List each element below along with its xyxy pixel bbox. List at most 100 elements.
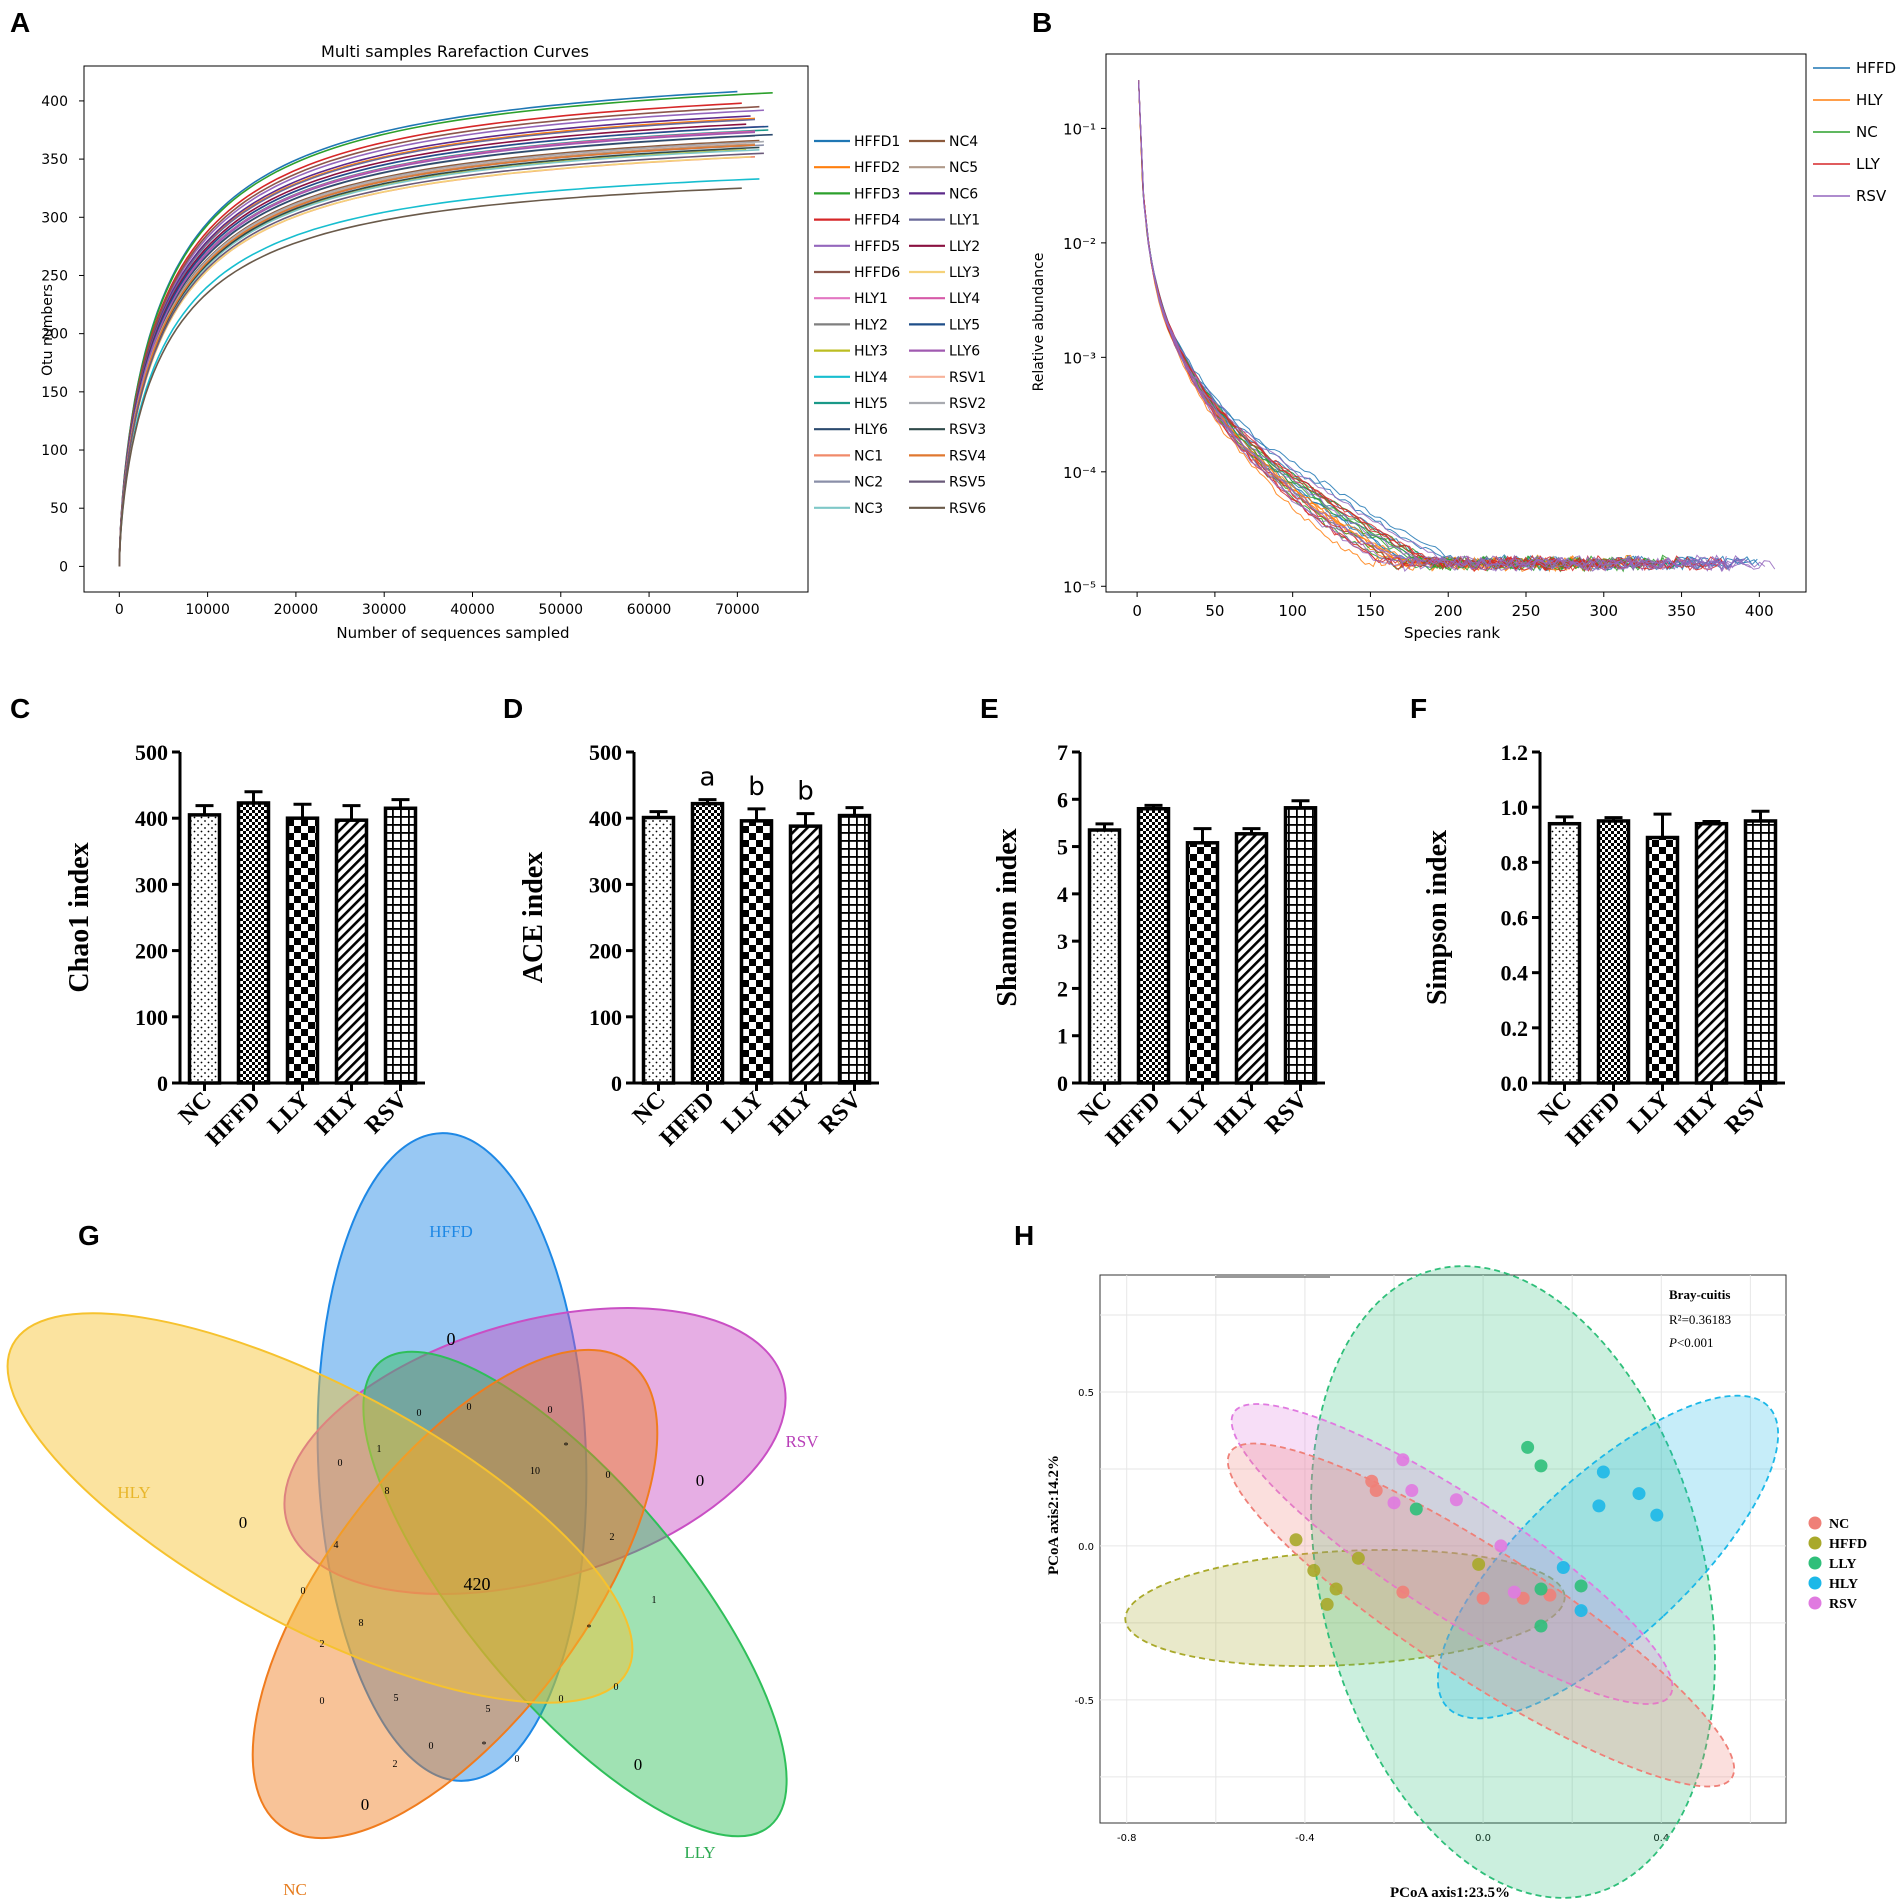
pcoa-ellipse-hffd [1124, 1549, 1566, 1667]
chao1-y-tick-label: 0 [157, 1071, 168, 1096]
chao1-y-tick-label: 500 [135, 740, 168, 765]
rank-abundance-curve-hly [1138, 84, 1640, 572]
venn-set-label-rsv: RSV [785, 1432, 819, 1451]
rarefaction-legend-label: RSV5 [949, 475, 986, 491]
rarefaction-curve-hly6 [118, 133, 773, 567]
simpson-y-tick-label: 0.2 [1501, 1016, 1529, 1041]
chao1-y-label: Chao1 index [64, 842, 95, 992]
ace-y-tick-label: 300 [589, 872, 622, 897]
chao1-y-tick-label: 200 [135, 939, 168, 964]
simpson-y-label: Simpson index [1422, 830, 1453, 1005]
rarefaction-curve-rsv2 [118, 140, 764, 567]
rank-abundance-curve-hffd [1138, 84, 1743, 571]
venn-region-count: 8 [385, 1486, 390, 1497]
chao1-bar-hffd [236, 801, 271, 1085]
pcoa-x-tick-label: 0.4 [1653, 1833, 1669, 1844]
rank-abundance-legend-label: HFFD [1856, 59, 1896, 77]
rarefaction-x-tick-label: 60000 [627, 602, 672, 618]
pcoa-point-hffd [1351, 1551, 1365, 1565]
panel-label-a: A [10, 7, 30, 38]
rank-abundance-curve-nc [1138, 81, 1696, 571]
rarefaction-legend-label: NC6 [949, 186, 978, 202]
pcoa-y-tick-label: -0.5 [1074, 1696, 1094, 1707]
ace-significance-label: a [700, 763, 716, 793]
pcoa-point-lly [1409, 1502, 1423, 1516]
panel-label-c: C [10, 693, 30, 724]
shannon-bar-rsv [1283, 806, 1318, 1085]
rank-abundance-curve-hly [1138, 82, 1591, 572]
pcoa-point-hly [1650, 1508, 1664, 1522]
chao1-y-tick-label: 300 [135, 872, 168, 897]
shannon-bar-hffd [1136, 806, 1171, 1085]
pcoa-point-lly [1521, 1440, 1535, 1454]
pcoa-point-rsv [1387, 1496, 1401, 1510]
rank-abundance-curve-hly [1138, 83, 1604, 573]
pcoa-ellipse-lly [1310, 1265, 1716, 1899]
venn-region-count: 0 [301, 1586, 306, 1597]
rank-abundance-x-tick-label: 250 [1512, 602, 1541, 620]
rank-abundance-plot-frame [1105, 53, 1807, 593]
shannon-y-tick-label: 7 [1057, 740, 1068, 765]
venn-region-count: * [587, 1623, 592, 1634]
rank-abundance-curve-lly [1138, 84, 1727, 572]
rarefaction-x-tick-label: 20000 [274, 602, 319, 618]
venn-region-count: 4 [334, 1540, 339, 1551]
rank-abundance-x-tick-label: 100 [1278, 602, 1307, 620]
venn-region-count: 0 [447, 1329, 456, 1349]
pcoa-y-tick-label: 0.0 [1078, 1542, 1094, 1553]
pcoa-y-tick-label: 0.5 [1078, 1388, 1094, 1399]
rank-abundance-curve-hffd [1138, 84, 1702, 571]
simpson-y-tick-label: 0.0 [1501, 1071, 1529, 1096]
rank-abundance-curve-lly [1138, 83, 1654, 572]
pcoa-point-lly [1534, 1582, 1548, 1596]
rarefaction-legend-label: HLY3 [854, 344, 888, 360]
rank-abundance-curve-lly [1138, 79, 1726, 572]
rank-abundance-y-tick-label: 10⁻¹ [1063, 120, 1096, 138]
rarefaction-curve-nc3 [118, 149, 760, 567]
rarefaction-curve-hly5 [118, 129, 769, 567]
pcoa-stat-method: Bray-cuitis [1669, 1287, 1730, 1302]
rank-abundance-curve-rsv [1138, 80, 1727, 573]
ace-bar-hffd [690, 801, 725, 1085]
pcoa-x-tick-label: 0.0 [1475, 1833, 1491, 1844]
rank-abundance-curve-lly [1138, 83, 1676, 572]
venn-region-count: 10 [530, 1466, 540, 1477]
rank-abundance-legend-label: HLY [1856, 91, 1884, 109]
rarefaction-legend-label: NC2 [854, 475, 883, 491]
rank-abundance-curve-lly [1138, 84, 1653, 571]
shannon-y-tick-label: 3 [1057, 929, 1068, 954]
rarefaction-curve-hffd3 [118, 92, 773, 567]
venn-region-count: 420 [464, 1574, 491, 1594]
ace-significance-label: b [797, 777, 814, 807]
shannon-bar-lly [1185, 841, 1220, 1085]
pcoa-legend-label: HFFD [1829, 1537, 1867, 1552]
rarefaction-curve-lly5 [118, 125, 769, 567]
rank-abundance-curve-rsv [1138, 84, 1776, 572]
venn-set-rsv [283, 1307, 787, 1595]
rarefaction-curve-rsv6 [118, 187, 742, 567]
pcoa-ellipse-rsv [1230, 1403, 1674, 1705]
simpson-bar-lly [1645, 835, 1680, 1085]
shannon-y-tick-label: 1 [1057, 1024, 1068, 1049]
rank-abundance-curve-hffd [1138, 82, 1760, 570]
rarefaction-legend-label: HLY5 [854, 396, 888, 412]
rarefaction-y-tick-label: 400 [41, 94, 68, 110]
rarefaction-y-tick-label: 100 [41, 443, 68, 459]
rarefaction-curve-hly2 [118, 135, 756, 567]
rarefaction-curve-rsv1 [118, 142, 747, 567]
rarefaction-panel: Multi samples Rarefaction Curves Number … [40, 42, 986, 642]
ace-bar-hly [788, 824, 823, 1085]
simpson-bar-rsv [1743, 819, 1778, 1085]
pcoa-x-label: PCoA axis1:23.5% [1390, 1885, 1510, 1900]
pcoa-legend-dot [1808, 1576, 1822, 1590]
pcoa-point-rsv [1507, 1585, 1521, 1599]
rarefaction-y-label: Otu numbers [40, 284, 56, 376]
pcoa-point-lly [1534, 1619, 1548, 1633]
rarefaction-curve-hffd2 [118, 117, 756, 567]
pcoa-legend-label: NC [1829, 1517, 1849, 1532]
